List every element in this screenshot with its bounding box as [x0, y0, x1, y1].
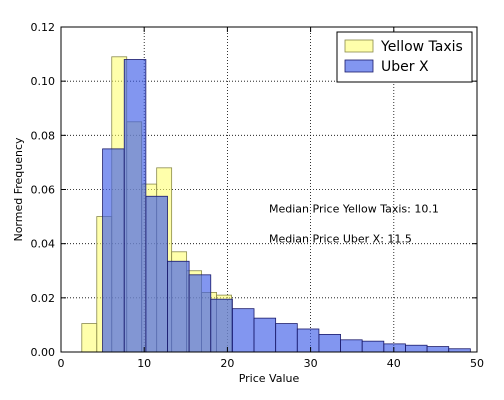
- uber-x-bar: [361, 340, 385, 353]
- ticks-layer: 0 10 20 30 40 50 0.00 0.02 0.04 0.06 0.08 0.10 0.12: [31, 21, 485, 370]
- x-tick-label: 20: [220, 357, 234, 370]
- y-tick-label: 0.00: [31, 346, 56, 359]
- annotations: Median Price Yellow Taxis: 10.1 Median Pr…: [269, 203, 439, 246]
- uber-x-bar: [188, 274, 212, 353]
- uber-x-bar: [296, 328, 320, 353]
- legend-swatch-uber-x: [344, 59, 374, 73]
- median-annotation: Median Price Yellow Taxis: 10.1: [269, 203, 439, 216]
- y-tick-label: 0.08: [31, 129, 56, 142]
- yellow-taxis-bar: [81, 323, 98, 353]
- uber-x-bar: [253, 317, 277, 353]
- x-axis-title: Price Value: [239, 372, 300, 385]
- x-tick-label: 50: [470, 357, 484, 370]
- y-tick-label: 0.02: [31, 292, 56, 305]
- bars-layer: [81, 56, 471, 353]
- uber-x-bar: [426, 346, 450, 353]
- uber-x-bar: [383, 343, 406, 353]
- x-tick-label: 40: [387, 357, 401, 370]
- median-annotation: Median Price Uber X: 11.5: [269, 232, 412, 245]
- uber-x-bar: [340, 339, 363, 353]
- uber-x-bar: [275, 323, 298, 353]
- uber-x-bar: [102, 148, 125, 353]
- x-tick-label: 0: [58, 357, 65, 370]
- legend: Yellow Taxis Uber X: [336, 31, 473, 83]
- uber-x-bar: [231, 308, 255, 353]
- y-tick-label: 0.12: [31, 21, 56, 34]
- uber-x-bar: [123, 59, 147, 353]
- uber-x-bar: [318, 333, 341, 353]
- uber-x-bar: [145, 195, 168, 353]
- y-axis-title: Normed Frequency: [12, 137, 25, 242]
- uber-x-bar: [167, 260, 190, 353]
- legend-swatch-yellow-taxis: [344, 39, 374, 53]
- legend-label-uber-x: Uber X: [381, 59, 429, 75]
- y-tick-label: 0.10: [31, 75, 56, 88]
- x-tick-label: 30: [304, 357, 318, 370]
- legend-label-yellow-taxis: Yellow Taxis: [380, 39, 463, 55]
- uber-x-bar: [210, 298, 233, 353]
- y-tick-label: 0.04: [31, 238, 56, 251]
- y-tick-label: 0.06: [31, 184, 56, 197]
- uber-x-bar: [405, 344, 428, 353]
- x-tick-label: 10: [137, 357, 151, 370]
